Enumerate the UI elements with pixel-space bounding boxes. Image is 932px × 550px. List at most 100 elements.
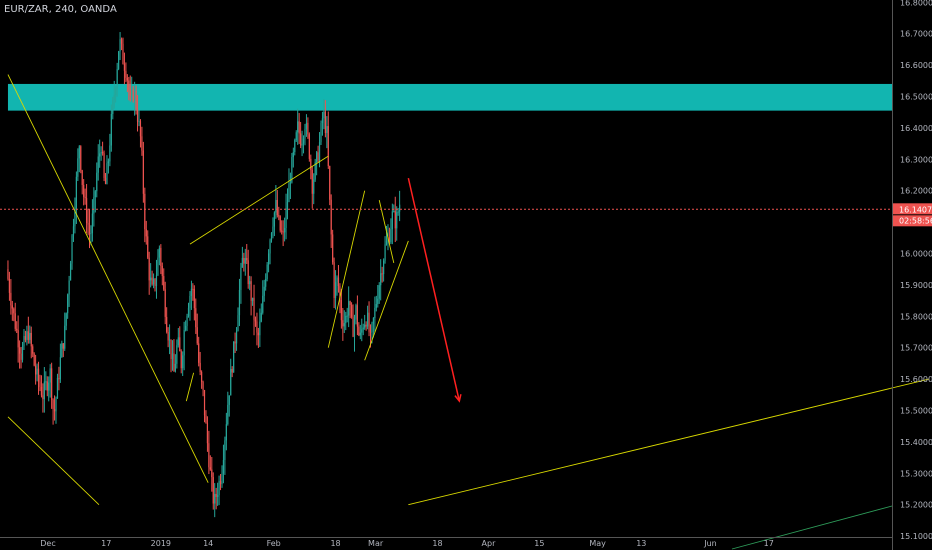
x-tick-label: 18 <box>330 539 340 548</box>
candle-body <box>205 415 207 424</box>
candle-body <box>330 199 332 235</box>
candle-body <box>329 166 331 200</box>
candle-body <box>307 122 309 135</box>
candle-body <box>275 199 277 213</box>
candle-body <box>109 145 111 162</box>
candle-body <box>193 289 195 309</box>
candle-body <box>365 324 367 327</box>
candle-body <box>355 305 357 320</box>
candle-body <box>225 424 227 441</box>
candle-body <box>113 94 115 100</box>
candle-body <box>158 247 160 258</box>
candle-body <box>126 77 128 81</box>
y-tick-label: 16.30000 <box>900 155 932 164</box>
candle-body <box>87 222 89 225</box>
projection-arrow-line <box>407 177 461 402</box>
candle-body <box>112 99 114 114</box>
candle-body <box>67 294 69 314</box>
candle-body <box>256 321 258 333</box>
candle-body <box>186 316 188 326</box>
candle-body <box>190 288 193 296</box>
candle-body <box>144 193 146 230</box>
last-price-box <box>893 203 932 215</box>
candle-body <box>93 197 95 214</box>
candle-body <box>78 146 80 159</box>
candle-body <box>148 257 150 281</box>
candle-body <box>134 91 136 101</box>
candle-body <box>345 315 347 324</box>
candle-body <box>238 289 241 316</box>
candle-body <box>333 262 335 298</box>
candle-body <box>129 90 131 96</box>
candle-body <box>317 152 319 161</box>
candle-body <box>147 236 149 258</box>
candle-body <box>77 158 79 177</box>
x-tick-label: 15 <box>534 539 544 548</box>
trendline <box>378 200 395 264</box>
candle-body <box>231 369 233 373</box>
candle-body <box>295 132 297 141</box>
candle-body <box>33 353 35 366</box>
candle-body <box>145 229 147 237</box>
candle-body <box>184 325 187 331</box>
candle-body <box>27 331 29 340</box>
candle-body <box>72 226 75 236</box>
candle-body <box>69 263 72 281</box>
candle-body <box>265 278 267 287</box>
candle-body <box>364 324 366 328</box>
candle-body <box>399 204 401 212</box>
candle-body <box>104 177 107 184</box>
candle-body <box>91 213 94 234</box>
candle-body <box>20 353 22 360</box>
candle-body <box>294 140 296 153</box>
candle-body <box>298 121 300 134</box>
time-scale[interactable]: Dec 17 2019 14 Feb 18 Mar 18 Apr 15 May 13 Jun 17 <box>0 537 892 549</box>
candle-body <box>8 278 11 293</box>
candle-body <box>51 368 53 400</box>
candle-body <box>343 323 345 327</box>
candle-body <box>276 199 278 216</box>
candle-body <box>180 351 182 369</box>
candle-body <box>88 224 91 235</box>
candle-body <box>267 253 270 265</box>
trendline <box>327 190 366 348</box>
candle-body <box>142 150 144 194</box>
candle-body <box>198 343 200 363</box>
candle-body <box>116 69 118 89</box>
candle-body <box>17 330 19 348</box>
y-tick-label: 15.10000 <box>900 532 932 541</box>
candle-body <box>132 89 134 101</box>
candle-body <box>120 39 123 44</box>
candle-body <box>164 289 166 317</box>
candle-body <box>337 277 340 287</box>
candle-body <box>203 389 206 416</box>
candle-body <box>10 292 12 306</box>
candle-body <box>272 226 274 234</box>
y-tick-label: 16.70000 <box>900 30 932 39</box>
candle-body <box>65 313 67 326</box>
y-tick-label: 16.80000 <box>900 0 932 7</box>
candle-body <box>356 305 358 327</box>
symbol-title[interactable]: EUR/ZAR, 240, OANDA <box>4 4 117 15</box>
candle-body <box>244 258 246 264</box>
candle-body <box>42 395 44 400</box>
candle-body <box>19 347 21 354</box>
candle-body <box>263 286 265 296</box>
candle-body <box>250 281 252 301</box>
candle-body <box>292 152 294 158</box>
candle-body <box>260 312 262 322</box>
x-tick-label: 17 <box>764 539 774 548</box>
x-tick-label: 13 <box>636 539 646 548</box>
candle-body <box>234 341 236 344</box>
candle-body <box>58 377 60 380</box>
candle-body <box>29 332 31 340</box>
candle-body <box>235 331 238 344</box>
candle-body <box>311 170 313 194</box>
y-tick-label: 16.60000 <box>900 61 932 70</box>
candle-body <box>251 297 254 301</box>
candle-body <box>302 138 305 144</box>
candle-body <box>45 381 47 383</box>
candle-body <box>176 345 178 364</box>
candle-body <box>209 467 211 470</box>
